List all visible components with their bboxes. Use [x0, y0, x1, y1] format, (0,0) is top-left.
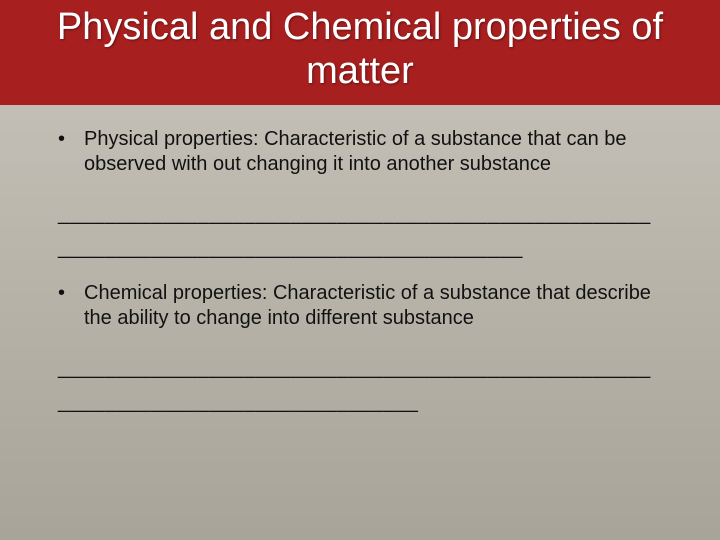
- bullet-text-physical: Physical properties: Characteristic of a…: [84, 127, 662, 177]
- blank-lines-2: ________________________________________…: [58, 337, 662, 419]
- title-band: Physical and Chemical properties of matt…: [0, 0, 720, 105]
- bullet-text-chemical: Chemical properties: Characteristic of a…: [84, 281, 662, 331]
- slide-body: • Physical properties: Characteristic of…: [0, 105, 720, 419]
- bullet-marker: •: [58, 281, 84, 306]
- bullet-marker: •: [58, 127, 84, 152]
- slide-title: Physical and Chemical properties of matt…: [20, 6, 700, 93]
- bullet-item: • Physical properties: Characteristic of…: [58, 127, 662, 177]
- blank-lines-1: ________________________________________…: [58, 183, 662, 281]
- bullet-item: • Chemical properties: Characteristic of…: [58, 281, 662, 331]
